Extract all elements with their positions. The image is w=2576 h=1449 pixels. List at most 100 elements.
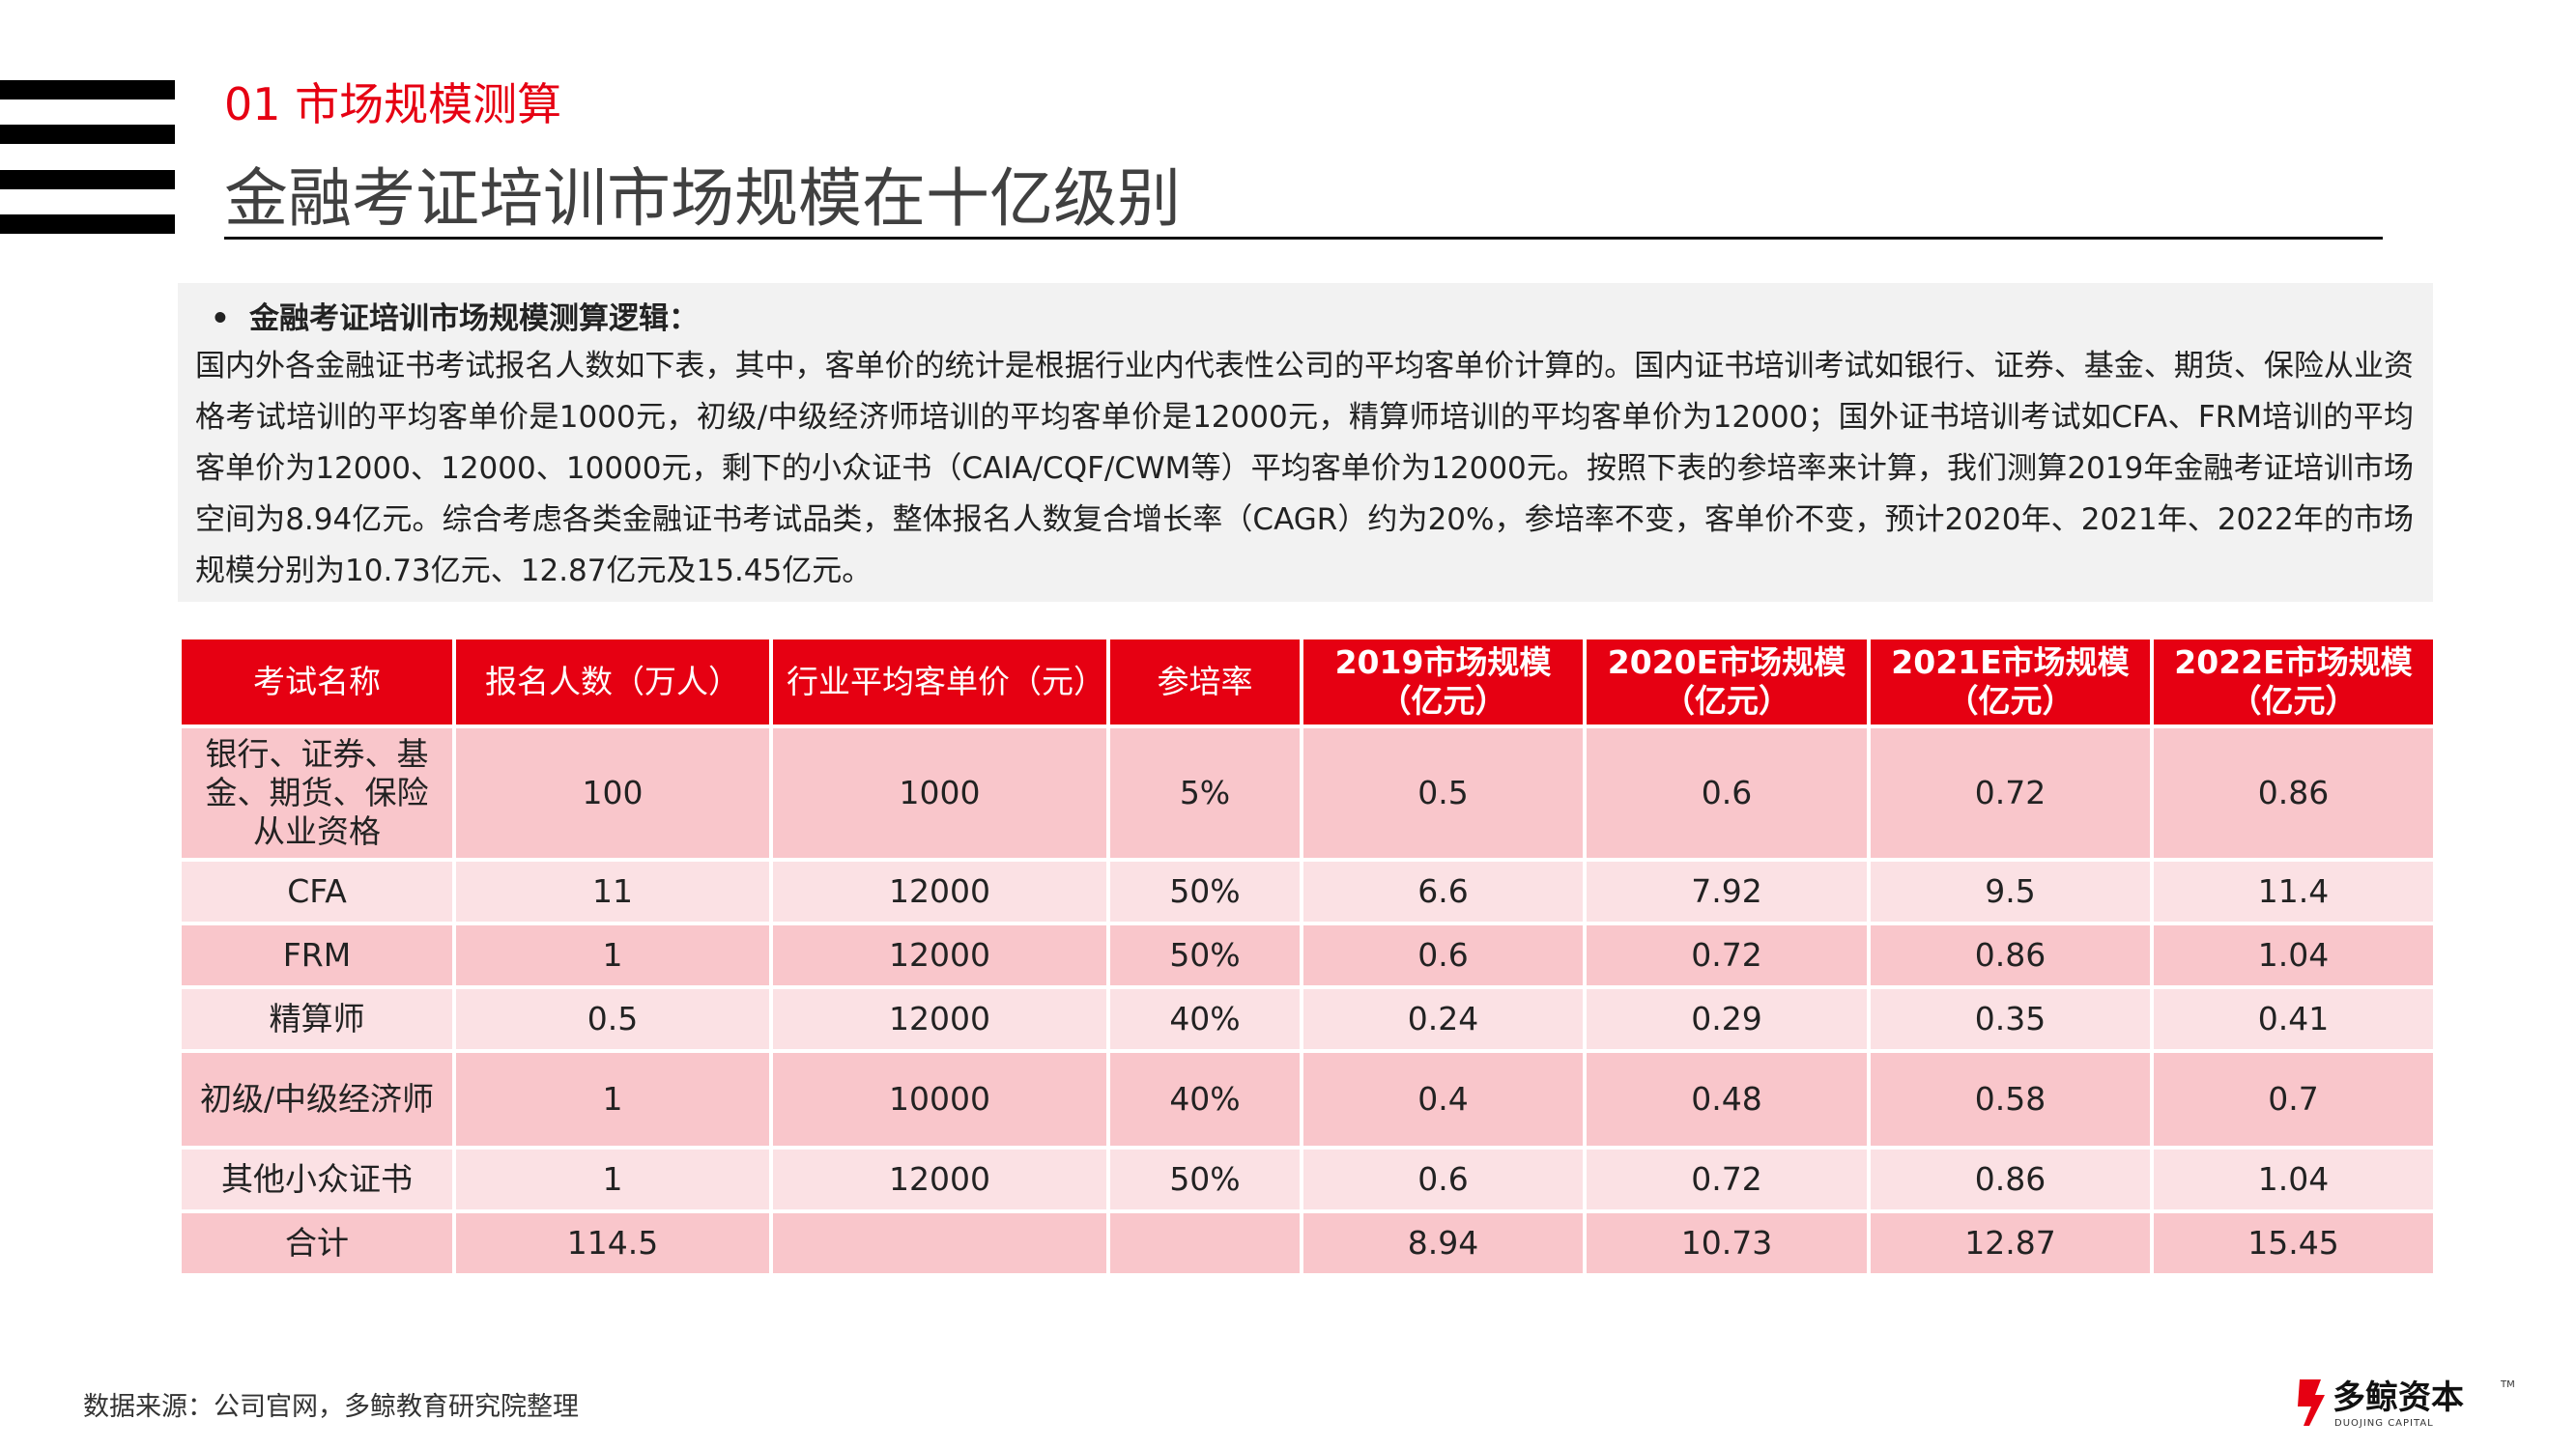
row-label: 合计 — [178, 1209, 456, 1277]
decor-bar — [0, 214, 175, 234]
table-row: 精算师 0.5 12000 40% 0.24 0.29 0.35 0.41 — [178, 985, 2437, 1053]
header-line: 2019市场规模 — [1334, 643, 1552, 681]
cell: 114.5 — [452, 1209, 773, 1277]
bullet: • — [211, 301, 230, 336]
row-label: 精算师 — [178, 985, 456, 1053]
cell: 0.6 — [1300, 922, 1587, 989]
cell: 1 — [452, 1146, 773, 1213]
logo-icon — [2298, 1379, 2325, 1426]
column-header: 参培率 — [1106, 636, 1303, 728]
cell: 1000 — [769, 724, 1110, 862]
cell: 12000 — [769, 858, 1110, 925]
row-label: 初级/中级经济师 — [178, 1049, 456, 1150]
table-row: 初级/中级经济师 1 10000 40% 0.4 0.48 0.58 0.7 — [178, 1049, 2437, 1150]
summary-heading: 金融考证培训市场规模测算逻辑： — [249, 301, 699, 336]
row-label: 其他小众证书 — [178, 1146, 456, 1213]
cell: 0.5 — [452, 985, 773, 1053]
header-line: （亿元） — [1946, 682, 2075, 720]
column-header: 2019市场规模 （亿元） — [1300, 636, 1587, 728]
cell: 5% — [1106, 724, 1303, 862]
cell: 10000 — [769, 1049, 1110, 1150]
header-line: 报名人数（万人） — [485, 663, 740, 700]
cell: 0.72 — [1583, 1146, 1871, 1213]
cell: 100 — [452, 724, 773, 862]
cell: 7.92 — [1583, 858, 1871, 925]
decor-bar — [0, 80, 175, 99]
header-line: （亿元） — [1663, 682, 1790, 720]
cell: 1 — [452, 1049, 773, 1150]
cell: 12000 — [769, 922, 1110, 989]
header-line: 考试名称 — [253, 663, 381, 700]
cell: 0.7 — [2150, 1049, 2437, 1150]
cell: 0.48 — [1583, 1049, 1871, 1150]
page-title: 金融考证培训市场规模在十亿级别 — [224, 161, 1181, 236]
market-table: 考试名称 报名人数（万人） 行业平均客单价（元） 参培率 2019市场规模 （亿元） 202… — [178, 636, 2437, 1277]
cell: 0.6 — [1583, 724, 1871, 862]
title-rule — [224, 237, 2383, 240]
cell: 0.86 — [2150, 724, 2437, 862]
column-header: 2020E市场规模 （亿元） — [1583, 636, 1871, 728]
row-label: 银行、证券、基金、期货、保险从业资格 — [178, 724, 456, 862]
source-note: 数据来源：公司官网，多鲸教育研究院整理 — [83, 1392, 579, 1422]
cell: 0.6 — [1300, 1146, 1587, 1213]
column-header: 2022E市场规模 （亿元） — [2150, 636, 2437, 728]
row-label: FRM — [178, 922, 456, 989]
cell: 11 — [452, 858, 773, 925]
cell: 40% — [1106, 1049, 1303, 1150]
header-line: （亿元） — [2229, 682, 2358, 720]
cell: 1.04 — [2150, 922, 2437, 989]
cell: 0.86 — [1867, 922, 2154, 989]
cell: 0.35 — [1867, 985, 2154, 1053]
table-row: CFA 11 12000 50% 6.6 7.92 9.5 11.4 — [178, 858, 2437, 925]
table-row: 合计 114.5 8.94 10.73 12.87 15.45 — [178, 1209, 2437, 1277]
cell: 0.5 — [1300, 724, 1587, 862]
cell: 6.6 — [1300, 858, 1587, 925]
cell: 12.87 — [1867, 1209, 2154, 1277]
cell: 50% — [1106, 858, 1303, 925]
cell: 50% — [1106, 922, 1303, 989]
logo-subtitle: DUOJING CAPITAL — [2334, 1418, 2434, 1429]
summary-paragraph: 国内外各金融证书考试报名人数如下表，其中，客单价的统计是根据行业内代表性公司的平… — [195, 349, 2414, 588]
header-line: （亿元） — [1379, 682, 1507, 720]
cell: 50% — [1106, 1146, 1303, 1213]
cell: 0.86 — [1867, 1146, 2154, 1213]
cell: 1 — [452, 922, 773, 989]
cell: 0.58 — [1867, 1049, 2154, 1150]
header-line: 行业平均客单价（元） — [787, 663, 1105, 700]
logo-name: 多鲸资本 — [2333, 1378, 2464, 1417]
table-body: 银行、证券、基金、期货、保险从业资格 100 1000 5% 0.5 0.6 0.72 0.8… — [178, 724, 2437, 1277]
decor-bar — [0, 125, 175, 144]
logo-tm: TM — [2500, 1379, 2515, 1390]
cell: 11.4 — [2150, 858, 2437, 925]
cell: 1.04 — [2150, 1146, 2437, 1213]
section-label: 01 市场规模测算 — [224, 78, 562, 130]
header-row: 考试名称 报名人数（万人） 行业平均客单价（元） 参培率 2019市场规模 （亿元） 202… — [178, 636, 2437, 728]
cell: 0.41 — [2150, 985, 2437, 1053]
cell: 0.72 — [1583, 922, 1871, 989]
cell: 40% — [1106, 985, 1303, 1053]
cell: 12000 — [769, 1146, 1110, 1213]
cell: 0.4 — [1300, 1049, 1587, 1150]
summary-heading-row: • 金融考证培训市场规模测算逻辑： — [195, 297, 2414, 341]
cell — [769, 1209, 1110, 1277]
column-header: 报名人数（万人） — [452, 636, 773, 728]
cell: 15.45 — [2150, 1209, 2437, 1277]
cell: 9.5 — [1867, 858, 2154, 925]
cell — [1106, 1209, 1303, 1277]
cell: 10.73 — [1583, 1209, 1871, 1277]
logo: 多鲸资本 DUOJING CAPITAL TM — [2298, 1378, 2515, 1429]
summary-box: • 金融考证培训市场规模测算逻辑： 国内外各金融证书考试报名人数如下表，其中，客单… — [178, 283, 2433, 602]
column-header: 行业平均客单价（元） — [769, 636, 1110, 728]
cell: 0.29 — [1583, 985, 1871, 1053]
header-line: 2022E市场规模 — [2174, 643, 2413, 681]
header-line: 2020E市场规模 — [1607, 643, 1846, 681]
table-row: 银行、证券、基金、期货、保险从业资格 100 1000 5% 0.5 0.6 0.72 0.8… — [178, 724, 2437, 862]
header-line: 2021E市场规模 — [1891, 643, 2130, 681]
cell: 12000 — [769, 985, 1110, 1053]
column-header: 2021E市场规模 （亿元） — [1867, 636, 2154, 728]
row-label: CFA — [178, 858, 456, 925]
table-row: FRM 1 12000 50% 0.6 0.72 0.86 1.04 — [178, 922, 2437, 989]
header-line: 参培率 — [1157, 663, 1253, 700]
cell: 0.24 — [1300, 985, 1587, 1053]
